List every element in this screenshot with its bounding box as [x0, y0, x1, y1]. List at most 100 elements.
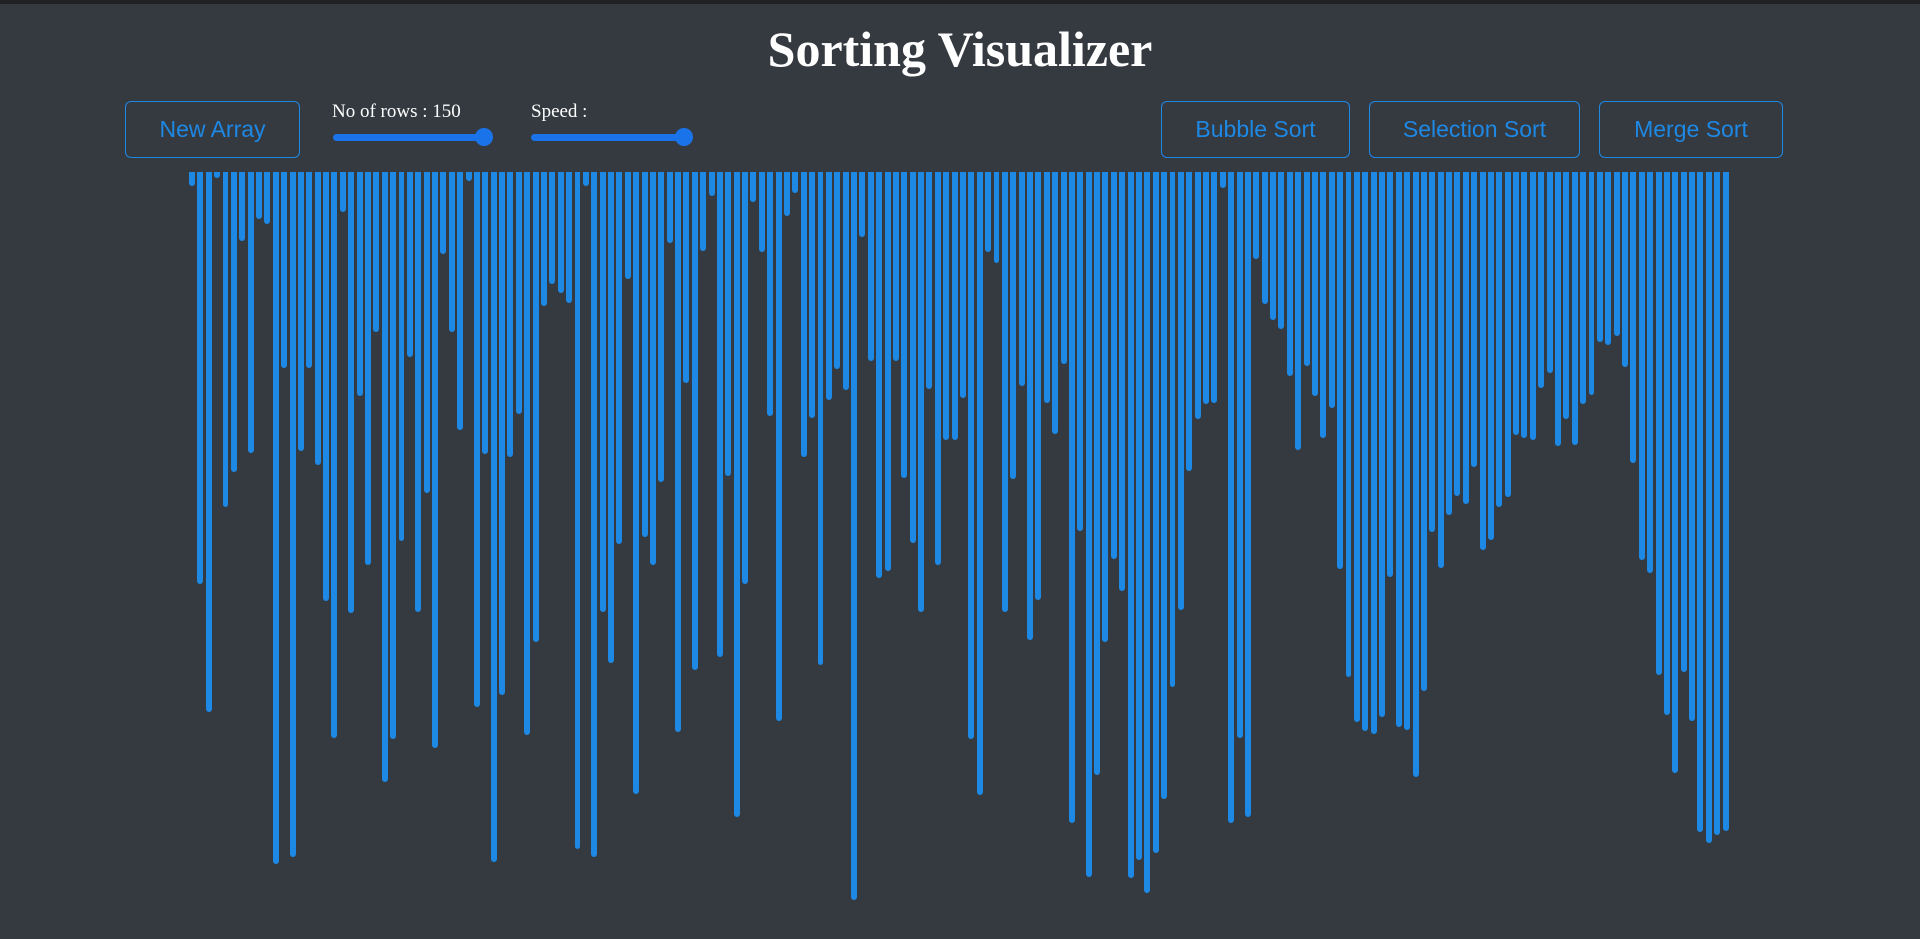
array-bar	[532, 172, 539, 642]
array-bar	[256, 172, 262, 219]
array-bar	[876, 172, 883, 578]
array-bar	[675, 172, 682, 732]
array-bar	[918, 172, 925, 612]
rows-slider[interactable]	[333, 128, 493, 146]
speed-slider[interactable]	[531, 128, 693, 146]
array-bar	[842, 172, 849, 390]
array-bar	[960, 172, 966, 398]
array-bar	[1529, 172, 1536, 440]
array-bar	[1094, 172, 1101, 775]
speed-slider-thumb[interactable]	[675, 128, 693, 146]
array-bar	[1161, 172, 1168, 799]
array-bar	[473, 172, 480, 707]
array-bar	[381, 172, 388, 782]
array-bar	[1362, 172, 1369, 731]
array-bar	[507, 172, 514, 457]
bubble-sort-button[interactable]: Bubble Sort	[1161, 101, 1350, 158]
array-bar	[859, 172, 866, 237]
array-bar	[264, 172, 271, 224]
rows-label: No of rows : 150	[332, 101, 461, 122]
top-border	[0, 0, 1920, 4]
array-bar	[281, 172, 288, 368]
array-bar	[633, 172, 640, 794]
array-bar	[490, 172, 497, 862]
array-bar	[943, 172, 950, 440]
array-bar	[356, 172, 363, 396]
array-bar	[725, 172, 732, 476]
array-bar	[1546, 172, 1553, 373]
array-bar	[1328, 172, 1335, 408]
rows-slider-thumb[interactable]	[475, 128, 493, 146]
array-bar	[1077, 172, 1084, 531]
array-bar	[482, 172, 489, 454]
new-array-button[interactable]: New Array	[125, 101, 300, 158]
array-bar	[666, 172, 673, 243]
array-bar	[1043, 172, 1050, 403]
array-bar	[247, 172, 254, 453]
array-bar	[1010, 172, 1017, 479]
array-bar	[1135, 172, 1142, 860]
array-bar	[1236, 172, 1243, 738]
rows-slider-track	[333, 134, 493, 141]
array-bar	[406, 172, 413, 357]
array-bar	[985, 172, 992, 252]
array-bar	[1471, 172, 1478, 467]
array-bar	[649, 172, 656, 565]
array-bar	[1479, 172, 1486, 550]
array-bar	[1714, 172, 1721, 835]
array-bar	[1018, 172, 1025, 386]
array-bar	[1596, 172, 1603, 342]
array-bar	[1697, 172, 1704, 832]
selection-sort-button[interactable]: Selection Sort	[1369, 101, 1580, 158]
array-bar	[767, 172, 774, 416]
array-bar	[775, 172, 782, 721]
array-bar	[1303, 172, 1310, 366]
array-bar	[364, 172, 371, 565]
array-bar	[465, 172, 472, 181]
array-bar	[566, 172, 573, 303]
array-bar	[976, 172, 983, 795]
array-bar	[1580, 172, 1587, 404]
array-bar	[1219, 172, 1226, 188]
array-bar	[1001, 172, 1008, 612]
array-bar	[641, 172, 648, 537]
array-bar	[867, 172, 874, 361]
array-bar	[599, 172, 606, 612]
array-bar	[1320, 172, 1327, 438]
array-bar	[314, 172, 321, 465]
array-bar	[800, 172, 807, 457]
array-bar	[691, 172, 698, 670]
array-bar	[239, 172, 246, 241]
array-bar	[616, 172, 623, 544]
array-bar	[306, 172, 313, 368]
array-bar	[582, 172, 589, 186]
array-bar	[1379, 172, 1385, 717]
array-bar	[515, 172, 522, 414]
array-bar	[1035, 172, 1042, 600]
array-bar	[549, 172, 556, 284]
array-bar	[1630, 172, 1637, 463]
array-bar	[1605, 172, 1612, 345]
array-bar	[1387, 172, 1394, 577]
array-bar	[1261, 172, 1268, 304]
array-bar	[892, 172, 899, 361]
array-bar	[1689, 172, 1696, 721]
array-bar	[289, 172, 296, 857]
array-bar	[624, 172, 631, 279]
array-bar	[1102, 172, 1109, 642]
array-bar	[1295, 172, 1302, 450]
array-bar	[909, 172, 916, 543]
array-bar	[951, 172, 958, 440]
array-bar	[1613, 172, 1620, 336]
array-bar	[348, 172, 355, 613]
array-bar	[742, 172, 749, 584]
array-bar	[792, 172, 799, 193]
array-bar	[1663, 172, 1670, 715]
merge-sort-button[interactable]: Merge Sort	[1599, 101, 1783, 158]
array-bar	[1538, 172, 1545, 388]
array-bar	[448, 172, 455, 332]
array-bar	[1722, 172, 1729, 831]
array-bar	[373, 172, 380, 332]
array-bar	[1404, 172, 1411, 730]
